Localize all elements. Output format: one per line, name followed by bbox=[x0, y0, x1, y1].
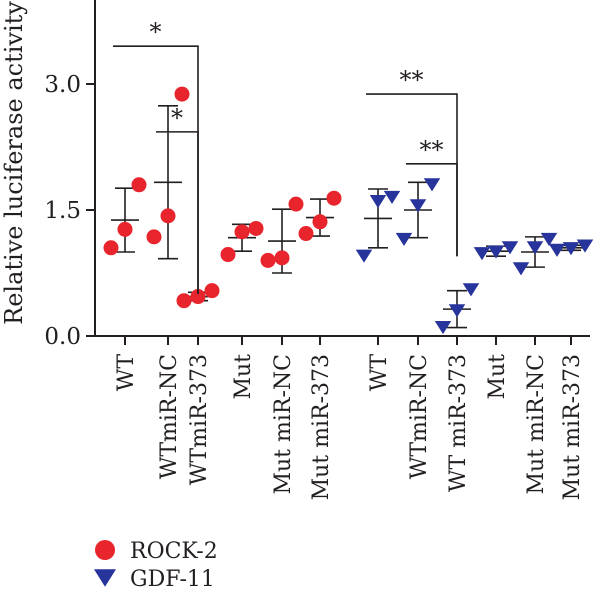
x-tick-label: WTmiR-NC bbox=[157, 354, 182, 479]
data-point bbox=[526, 241, 544, 255]
legend-marker bbox=[95, 540, 115, 560]
x-tick-label: Mut miR-NC bbox=[524, 354, 549, 495]
data-point bbox=[190, 289, 206, 305]
data-point bbox=[248, 220, 264, 236]
x-tick-label: Mut bbox=[485, 354, 510, 400]
significance-label: * bbox=[171, 104, 183, 132]
y-tick-label: 3.0 bbox=[44, 72, 81, 98]
x-tick-label: WT bbox=[114, 354, 139, 392]
x-tick-label: WT bbox=[367, 354, 392, 392]
data-point bbox=[423, 178, 441, 192]
data-point bbox=[355, 249, 373, 263]
x-tick-label: Mut miR-373 bbox=[560, 354, 585, 500]
legend-label: GDF-11 bbox=[130, 567, 215, 592]
data-point bbox=[176, 293, 192, 309]
significance-bracket bbox=[406, 163, 458, 257]
data-point bbox=[312, 214, 328, 230]
data-point bbox=[395, 232, 413, 246]
significance-bracket bbox=[113, 45, 199, 294]
data-point bbox=[220, 247, 236, 263]
data-point bbox=[298, 226, 314, 242]
data-point bbox=[326, 190, 342, 206]
data-point bbox=[274, 250, 290, 266]
data-point bbox=[501, 241, 519, 255]
data-point bbox=[117, 221, 133, 237]
x-tick-label: WT miR-373 bbox=[446, 354, 471, 492]
significance-bracket bbox=[366, 93, 458, 257]
data-point bbox=[204, 283, 220, 299]
data-point bbox=[540, 232, 558, 246]
significance-label: ** bbox=[420, 136, 444, 164]
data-point bbox=[369, 195, 387, 209]
data-point bbox=[562, 242, 580, 256]
x-tick-label: WTmiR-NC bbox=[407, 354, 432, 479]
y-tick-label: 1.5 bbox=[44, 198, 81, 224]
data-point bbox=[234, 224, 250, 240]
data-point bbox=[288, 196, 304, 212]
data-point bbox=[473, 247, 491, 261]
x-tick-label: WTmiR-373 bbox=[187, 354, 212, 485]
data-point bbox=[487, 245, 505, 259]
significance-label: * bbox=[150, 18, 162, 46]
axes bbox=[94, 0, 590, 337]
x-tick-label: Mut miR-NC bbox=[271, 354, 296, 495]
data-point bbox=[434, 321, 452, 335]
y-tick-label: 0.0 bbox=[44, 324, 81, 350]
y-axis-label: Relative luciferase activity bbox=[0, 1, 28, 325]
data-point bbox=[383, 190, 401, 204]
data-point bbox=[260, 252, 276, 268]
data-point bbox=[409, 199, 427, 213]
legend-label: ROCK-2 bbox=[130, 539, 218, 564]
data-point bbox=[548, 243, 566, 257]
data-points bbox=[103, 86, 594, 335]
data-point bbox=[146, 229, 162, 245]
x-ticks: WT WTmiR-NC WTmiR-373 Mut Mut miR-NC Mut miR-… bbox=[114, 336, 585, 500]
data-point bbox=[462, 283, 480, 297]
significance-brackets: ****** bbox=[113, 18, 458, 294]
data-point bbox=[174, 86, 190, 102]
legend-marker bbox=[94, 569, 116, 587]
data-point bbox=[448, 304, 466, 318]
legend: ROCK-2 GDF-11 bbox=[94, 539, 218, 592]
data-point bbox=[160, 208, 176, 224]
significance-label: ** bbox=[400, 66, 424, 94]
data-point bbox=[103, 240, 119, 256]
significance-bracket bbox=[156, 131, 199, 294]
x-tick-label: Mut bbox=[231, 354, 256, 400]
y-ticks: 0.0 1.5 3.0 bbox=[44, 72, 95, 350]
x-tick-label: Mut miR-373 bbox=[309, 354, 334, 500]
data-point bbox=[512, 262, 530, 276]
data-point bbox=[131, 177, 147, 193]
data-point bbox=[576, 239, 594, 253]
